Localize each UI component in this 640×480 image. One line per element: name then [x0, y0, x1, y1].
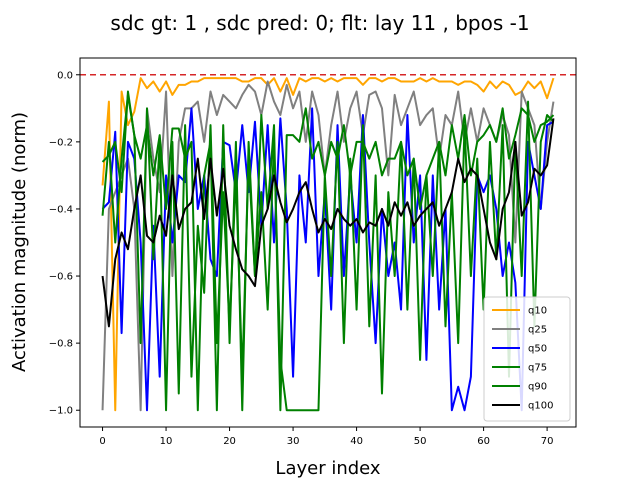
x-tick-label: 70 [541, 436, 554, 447]
x-tick-label: 0 [99, 436, 105, 447]
series-lines [101, 77, 555, 412]
x-tick-label: 30 [287, 436, 300, 447]
axis-ticks: 0 10 20 30 40 50 60 70 −1.0 −0.8 −0.6 −0.4 −0.2 0.0 [49, 70, 554, 447]
x-tick: 40 [350, 427, 363, 447]
series-line-q10 [101, 77, 555, 412]
x-axis-label: Layer index [275, 458, 381, 479]
y-tick-label: −0.6 [49, 272, 73, 283]
legend-label: q90 [528, 382, 547, 393]
y-tick: −1.0 [49, 406, 80, 417]
legend-label: q75 [528, 363, 547, 374]
legend-entry-q75: q75 [492, 363, 547, 374]
legend-label: q25 [528, 325, 547, 336]
y-tick: −0.6 [49, 272, 80, 283]
legend-entry-q10: q10 [492, 306, 547, 317]
chart-title: sdc gt: 1 , sdc pred: 0; flt: lay 11 , b… [110, 11, 529, 35]
legend-label: q10 [528, 306, 547, 317]
x-tick-label: 50 [414, 436, 427, 447]
y-tick-label: 0.0 [57, 70, 73, 81]
x-tick: 30 [287, 427, 300, 447]
x-tick: 60 [477, 427, 490, 447]
series-line-q25 [101, 80, 555, 412]
y-tick-label: −0.2 [49, 137, 73, 148]
legend: q10 q25 q50 q75 q90 q100 [483, 296, 571, 422]
legend-label: q50 [528, 344, 547, 355]
x-tick: 70 [541, 427, 554, 447]
legend-entry-q90: q90 [492, 382, 547, 393]
x-tick-label: 60 [477, 436, 490, 447]
y-tick: −0.8 [49, 339, 80, 350]
series-line-q90 [101, 90, 555, 412]
y-tick: 0.0 [57, 70, 80, 81]
x-tick-label: 20 [223, 436, 236, 447]
legend-label: q100 [528, 401, 553, 412]
y-tick: −0.4 [49, 204, 80, 215]
series-line-q100 [101, 118, 555, 328]
x-tick-label: 40 [350, 436, 363, 447]
y-tick: −0.2 [49, 137, 80, 148]
plot-frame [79, 57, 577, 428]
x-tick: 20 [223, 427, 236, 447]
legend-frame [483, 296, 571, 422]
y-tick-label: −0.8 [49, 339, 73, 350]
legend-entry-q100: q100 [492, 401, 553, 412]
y-tick-label: −1.0 [49, 406, 73, 417]
legend-entry-q50: q50 [492, 344, 547, 355]
y-axis-label: Activation magnitude (norm) [9, 112, 30, 372]
x-tick-label: 10 [160, 436, 173, 447]
legend-entry-q25: q25 [492, 325, 547, 336]
x-tick: 50 [414, 427, 427, 447]
y-tick-label: −0.4 [49, 204, 73, 215]
x-tick: 10 [160, 427, 173, 447]
x-tick: 0 [99, 427, 106, 447]
